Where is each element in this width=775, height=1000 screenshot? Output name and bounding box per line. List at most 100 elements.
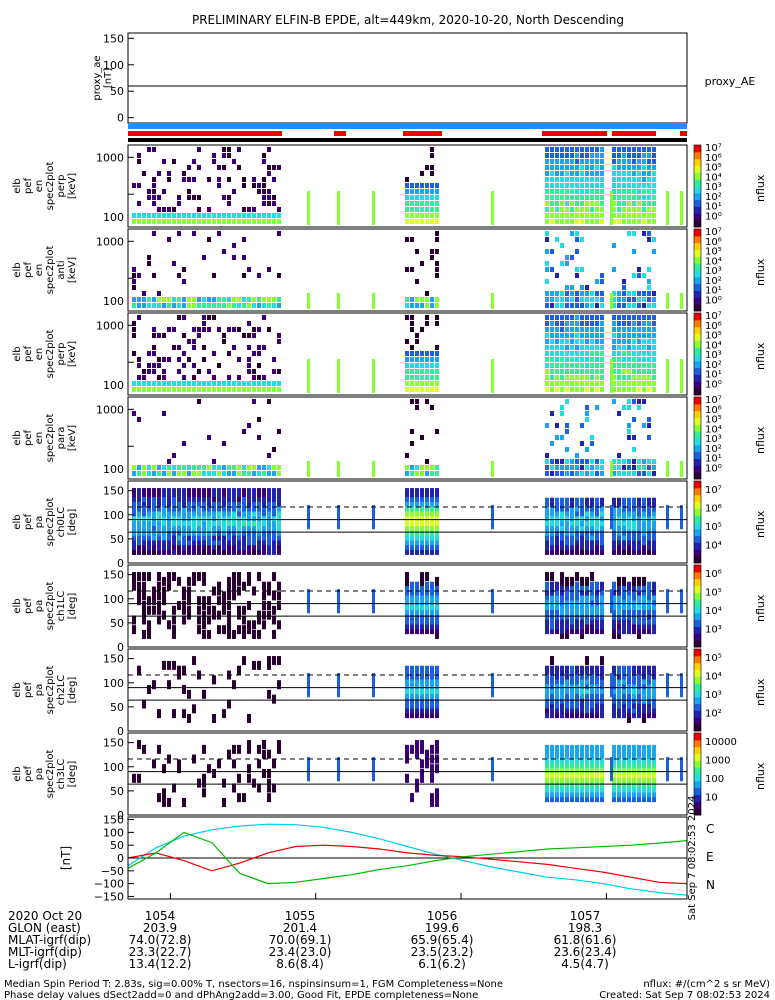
colorbar-cell xyxy=(694,515,701,523)
spectrogram-cell xyxy=(652,237,656,242)
pitch-angle-cell xyxy=(217,531,221,541)
pitch-angle-cell xyxy=(570,778,574,788)
spectrogram-cell xyxy=(647,297,651,302)
spectrogram-cell xyxy=(600,207,604,212)
pitch-angle-cell xyxy=(197,615,201,625)
pitch-angle-cell xyxy=(642,576,646,586)
spectrogram-cell xyxy=(132,411,136,416)
pitch-angle-cell xyxy=(642,610,646,620)
spectrogram-cell xyxy=(272,387,276,392)
pitch-angle-cell xyxy=(192,541,196,551)
pitch-angle-cell xyxy=(152,517,156,526)
pitch-angle-cell xyxy=(227,629,231,639)
pitch-angle-cell xyxy=(632,625,636,635)
spectrogram-cell xyxy=(632,459,636,464)
pitch-angle-cell xyxy=(435,536,439,546)
pitch-angle-cell xyxy=(491,505,494,530)
spectrogram-cell xyxy=(642,165,646,170)
pitch-angle-cell xyxy=(565,749,569,759)
pitch-angle-cell xyxy=(237,665,241,675)
pitch-angle-cell xyxy=(560,596,564,606)
pitch-angle-cell xyxy=(430,764,434,774)
pitch-angle-cell xyxy=(222,521,226,531)
ae-ytick-label: 0 xyxy=(117,112,124,125)
spectrogram-cell xyxy=(545,237,549,242)
pitch-angle-cell xyxy=(410,625,414,635)
pitch-angle-cell xyxy=(612,512,616,522)
pitch-angle-cell xyxy=(192,488,196,498)
pitch-angle-cell xyxy=(167,536,171,546)
spectrogram-cell xyxy=(545,369,549,374)
pitch-angle-cell xyxy=(600,694,604,704)
pitch-angle-cell xyxy=(182,492,186,502)
pitch-angle-cell xyxy=(560,605,564,615)
pitch-angle-cell xyxy=(277,502,281,512)
pitch-angle-cell xyxy=(147,605,151,615)
spectrogram-cell xyxy=(600,321,604,326)
pitch-angle-cell xyxy=(642,689,646,699)
spectrogram-cell xyxy=(430,369,434,374)
spectrogram-cell xyxy=(570,207,574,212)
pitch-angle-cell xyxy=(172,572,176,582)
pitch-angle-cell xyxy=(632,749,636,759)
spectrogram-cell xyxy=(637,213,641,218)
spectrogram-cell xyxy=(617,345,621,350)
colorbar-cell xyxy=(694,313,701,321)
pitch-angle-cell xyxy=(435,521,439,531)
pitch-angle-cell xyxy=(612,591,616,601)
pitch-angle-cell xyxy=(247,497,251,507)
pitch-angle-cell xyxy=(415,704,419,714)
pitch-angle-cell xyxy=(227,576,231,586)
spectrogram-cell xyxy=(132,321,136,326)
pitch-angle-cell xyxy=(642,783,646,793)
pitch-angle-cell xyxy=(425,591,429,601)
spectrogram-cell xyxy=(595,201,599,206)
spectrogram-cell xyxy=(430,387,434,392)
spectrogram-cell xyxy=(647,351,651,356)
spectrogram-cell xyxy=(197,147,201,152)
spectrogram-cell xyxy=(157,303,161,308)
pitch-angle-cell xyxy=(425,759,429,769)
spectrogram-cell xyxy=(167,171,171,176)
colorbar-cell xyxy=(694,565,701,573)
pitch-angle-cell xyxy=(177,764,181,774)
spectrogram-cell xyxy=(666,191,669,225)
spectrogram-ylabel-line: pef xyxy=(23,262,34,279)
pitch-angle-cell xyxy=(637,507,641,517)
colorbar-cell xyxy=(694,304,701,312)
pitch-angle-cell xyxy=(187,541,191,551)
pitch-angle-cell xyxy=(162,788,166,798)
spectrogram-cell xyxy=(612,291,616,296)
pitch-angle-cell xyxy=(632,545,636,555)
pitch-angle-cell xyxy=(560,576,564,586)
spectrogram-cell xyxy=(550,357,554,362)
pitch-angle-cell xyxy=(435,689,439,699)
spectrogram-cell xyxy=(410,189,414,194)
pitch-angle-cell xyxy=(232,586,236,596)
spectrogram-cell xyxy=(595,369,599,374)
spectrogram-cell xyxy=(410,381,414,386)
status-bar-red xyxy=(128,131,282,136)
pitch-angle-cell xyxy=(242,512,246,522)
pitch-angle-cell xyxy=(555,699,559,709)
spectrogram-cell xyxy=(187,303,191,308)
pitch-angle-cell xyxy=(217,625,221,635)
spectrogram-cell xyxy=(560,201,564,206)
spectrogram-cell xyxy=(585,213,589,218)
pitch-angle-cell xyxy=(590,625,594,635)
pitch-angle-cell xyxy=(637,675,641,685)
pitch-angle-cell xyxy=(647,744,651,754)
pitch-angle-cell xyxy=(637,694,641,704)
pitch-angle-cell xyxy=(565,605,569,615)
spectrogram-cell xyxy=(162,369,166,374)
spectrogram-cell xyxy=(267,201,271,206)
pitch-angle-cell xyxy=(612,764,616,774)
pitch-angle-cell xyxy=(222,517,226,526)
pitch-angle-cell xyxy=(177,576,181,586)
pitch-angle-cell xyxy=(187,521,191,531)
spectrogram-cell xyxy=(207,297,211,302)
pitch-angle-cell xyxy=(430,620,434,630)
spectrogram-cell xyxy=(137,315,141,320)
spectrogram-cell xyxy=(252,351,256,356)
colorbar-frame xyxy=(693,396,702,480)
